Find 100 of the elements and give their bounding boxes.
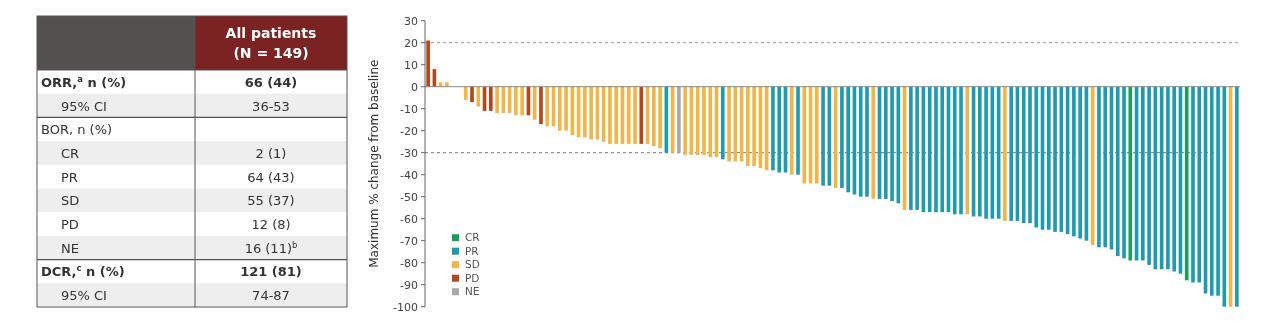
text: 74-87 [252,288,290,304]
y-tick-label: -30 [400,146,418,160]
legend-label: CR [465,231,480,244]
bar [463,86,468,100]
bar [426,40,430,87]
bar [840,86,844,188]
bar [557,86,562,131]
text: 16 (11)$^{b}$ [244,239,298,256]
bar [815,86,819,184]
y-tick-label: -70 [400,234,418,248]
bar [1147,86,1151,265]
bar [1191,86,1195,283]
bar [978,86,982,217]
y-tick-label: 0 [411,80,418,94]
bar [1184,86,1189,281]
bar [984,86,988,219]
bar [821,86,825,186]
y-tick-label: 20 [404,36,418,50]
bar [1141,86,1145,261]
text: 36-53 [252,98,290,114]
bar [658,86,662,149]
category-label: PD [61,217,79,233]
bar [639,86,644,144]
bar [476,86,481,107]
bar [495,86,499,114]
bar [1072,86,1076,237]
y-tick-label: -90 [400,278,418,292]
bar [883,86,888,199]
bar [865,86,869,197]
bar [1216,86,1220,296]
bar [677,86,681,153]
bar [608,86,612,144]
y-tick-label: 30 [404,14,418,28]
y-tick-label: 10 [404,58,418,72]
bar [952,86,957,215]
bar [1103,86,1108,248]
bar [1046,86,1051,230]
bar [1209,86,1214,296]
bar [777,86,782,173]
category-label: 95% CI [61,98,107,114]
category-label: PR [61,169,78,185]
bar [1078,86,1082,239]
bar [695,86,700,155]
legend-label: SD [465,258,480,271]
bar [965,86,970,215]
bar [1166,86,1170,270]
category-label: BOR, n (%) [41,122,113,138]
legend-label: PR [465,244,479,257]
category-label: 95% CI [61,288,107,304]
bar [583,86,587,138]
bar [589,86,593,140]
bar [915,86,919,210]
bar [1172,86,1176,272]
bar [771,86,775,171]
category-label: ORR,$^{a}$ n (%) [41,73,127,90]
bar [614,86,619,144]
bar [1009,86,1013,221]
bar [1197,86,1202,283]
y-axis-title: Maximum % change from baseline [367,59,381,268]
bar [532,86,537,120]
bar [940,86,945,213]
bar [1128,86,1133,261]
y-tick-label: -60 [400,212,418,226]
bar [1097,86,1101,248]
y-tick-label: -80 [400,256,418,270]
bar [1115,86,1120,257]
bar [789,86,794,175]
bar [1021,86,1026,224]
text: All patients [225,25,317,41]
bar [708,86,713,158]
bar [746,86,750,166]
bar [909,86,913,210]
bar [633,86,637,144]
bar [445,82,449,87]
bar [1034,86,1039,228]
bar [1053,86,1057,232]
bar [539,86,543,125]
bar [520,86,524,116]
bar [752,86,756,166]
bar [1235,86,1239,307]
bar [934,86,938,213]
bar [564,86,568,131]
bar [802,86,807,184]
bar [470,86,474,103]
legend-label: NE [465,285,480,298]
bar [1003,86,1007,221]
y-tick-label: -10 [400,102,418,116]
bar [727,86,731,162]
bar [545,86,550,127]
bar [846,86,850,193]
category-label: CR [61,145,80,161]
text: 2 (1) [255,145,287,161]
text: 66 (44) [244,74,298,90]
text: 64 (43) [247,169,295,185]
category-label: SD [61,193,80,209]
y-tick-label: -100 [393,300,418,314]
bar [652,86,656,147]
text: 121 (81) [240,264,302,280]
bar [1122,86,1126,259]
bar [1028,86,1032,224]
